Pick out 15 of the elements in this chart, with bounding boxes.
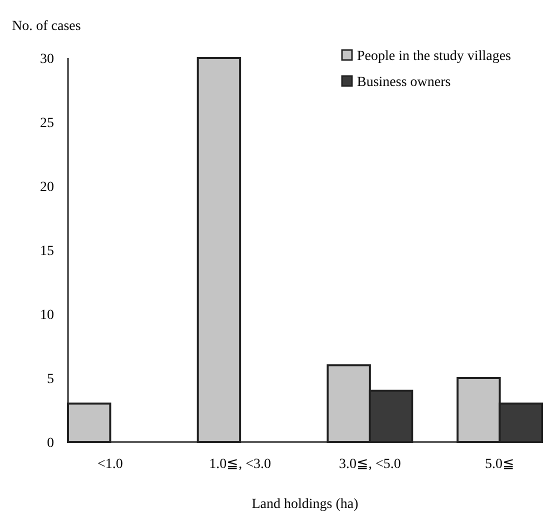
x-axis-title: Land holdings (ha) [252,497,359,512]
y-tick-label: 30 [40,52,54,67]
x-tick-label: 3.0≦, <5.0 [338,457,401,472]
legend-label: Business owners [357,74,451,90]
y-tick-label: 5 [47,372,54,387]
legend-label: People in the study villages [357,48,511,64]
y-tick-label: 25 [40,116,54,131]
y-tick-label: 0 [47,436,54,451]
x-tick-label: 1.0≦, <3.0 [209,457,272,472]
y-tick-label: 15 [40,244,54,259]
x-tick-label: <1.0 [98,457,123,472]
y-axis-title: No. of cases [12,19,81,34]
y-tick-label: 10 [40,308,54,323]
x-tick-label: 5.0≦ [485,457,515,472]
y-tick-label: 20 [40,180,54,195]
